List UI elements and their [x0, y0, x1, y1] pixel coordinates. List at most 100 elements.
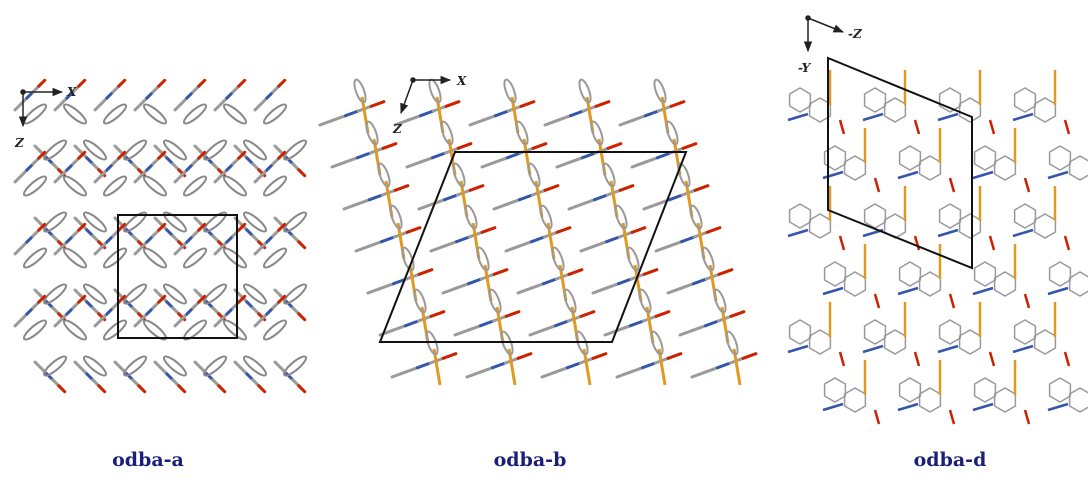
molecule-part [707, 228, 720, 233]
molecule-part [825, 378, 846, 402]
molecule-part [960, 214, 981, 238]
molecule-part [393, 326, 406, 331]
molecule-part [482, 162, 495, 167]
molecule-part [845, 156, 866, 180]
molecule-part [39, 80, 45, 86]
molecule-part [482, 228, 495, 233]
axis-label: Z [392, 122, 403, 136]
molecule-part [645, 158, 658, 163]
molecule-part [875, 178, 879, 192]
molecule-part [658, 153, 671, 158]
molecule-part [222, 174, 249, 198]
molecule-part [262, 174, 289, 198]
molecule-part [692, 372, 705, 377]
molecule-part [644, 204, 657, 209]
axis-label: X [456, 74, 467, 88]
molecule-part [569, 204, 582, 209]
molecule-part [543, 326, 556, 331]
molecule-part [545, 186, 558, 191]
molecule-part [898, 288, 918, 294]
molecule-part [898, 172, 918, 178]
molecule-part [1065, 352, 1069, 366]
molecule-part [644, 270, 657, 275]
molecule-part [743, 354, 756, 359]
molecule-part [593, 354, 606, 359]
molecule-part [938, 230, 958, 236]
molecule-part [920, 388, 941, 412]
molecule-part [159, 296, 165, 302]
molecule-part [950, 410, 954, 424]
molecule-part [898, 404, 918, 410]
molecule-part [262, 318, 289, 342]
molecule-part [683, 144, 696, 149]
molecule-part [99, 386, 105, 392]
molecule-part [532, 237, 545, 242]
molecule-part [518, 288, 531, 293]
molecule-part [239, 224, 245, 230]
molecule-part [279, 80, 285, 86]
unit-cell [118, 215, 237, 338]
molecule-part [159, 152, 165, 158]
molecule-part [950, 178, 954, 192]
molecule-part [433, 153, 446, 158]
molecule-part [480, 368, 493, 373]
molecule-part [960, 98, 981, 122]
molecule-part [382, 237, 395, 242]
molecule-part [419, 270, 432, 275]
molecule-part [395, 186, 408, 191]
molecule-part [646, 111, 659, 116]
molecule-part [810, 330, 831, 354]
molecule-part [494, 270, 507, 275]
molecule-part [493, 363, 506, 368]
molecule-part [706, 321, 719, 326]
molecule-part [142, 102, 169, 126]
molecule-part [299, 242, 305, 248]
molecule-part [581, 312, 594, 317]
molecule-part [22, 102, 49, 126]
molecule-part [1070, 272, 1088, 296]
molecule-part [915, 120, 919, 134]
molecule-part [719, 270, 732, 275]
molecule-part [607, 237, 620, 242]
molecule-part [262, 102, 289, 126]
molecule-part [693, 326, 706, 331]
molecule-part [62, 102, 89, 126]
molecule-part [102, 174, 129, 198]
molecule-part [885, 330, 906, 354]
molecule-part [788, 346, 808, 352]
molecule-part [620, 120, 633, 125]
molecule-part [1048, 172, 1068, 178]
molecule-part [467, 372, 480, 377]
molecule-part [239, 80, 245, 86]
molecule-part [119, 80, 125, 86]
molecule-part [346, 111, 359, 116]
molecule-part [1013, 230, 1033, 236]
molecule-part [995, 388, 1016, 412]
molecule-part [790, 320, 811, 344]
caption: odba-a [112, 449, 184, 471]
molecule-part [344, 204, 357, 209]
molecule-part [468, 326, 481, 331]
molecule-part [940, 320, 961, 344]
molecule-part [652, 78, 668, 103]
molecule-part [557, 162, 570, 167]
molecule-part [875, 294, 879, 308]
molecule-part [668, 288, 681, 293]
molecule-part [470, 186, 483, 191]
molecule-part [938, 346, 958, 352]
molecule-part [790, 204, 811, 228]
molecule-part [470, 120, 483, 125]
molecule-part [508, 153, 521, 158]
molecule-part [371, 102, 384, 107]
molecule-part [705, 368, 718, 373]
molecule-part [788, 114, 808, 120]
molecule-part [1050, 378, 1071, 402]
molecule-part [825, 262, 846, 286]
molecule-part [62, 318, 89, 342]
molecule-part [139, 386, 145, 392]
molecule-part [973, 404, 993, 410]
molecule-part [1015, 320, 1036, 344]
molecule-part [79, 152, 85, 158]
molecule-part [920, 156, 941, 180]
molecule-part [973, 172, 993, 178]
